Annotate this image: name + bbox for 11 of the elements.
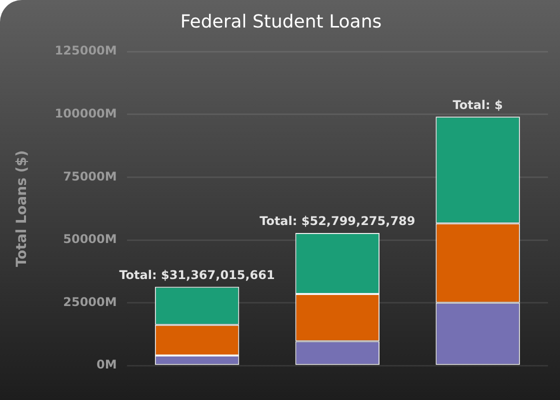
total-label: Total: $31,367,015,661: [119, 268, 275, 282]
chart-title: Federal Student Loans: [180, 11, 382, 32]
y-tick-label: 0M: [96, 358, 117, 372]
y-tick-label: 100000M: [54, 106, 117, 121]
y-tick-label: 25000M: [63, 294, 117, 309]
total-label: Total: $: [452, 98, 503, 112]
y-axis-title: Total Loans ($): [14, 150, 30, 268]
y-tick-label: 75000M: [63, 169, 117, 184]
y-tick-label: 125000M: [54, 44, 117, 58]
total-label: Total: $52,799,275,789: [260, 214, 416, 228]
y-tick-label: 50000M: [63, 232, 117, 246]
